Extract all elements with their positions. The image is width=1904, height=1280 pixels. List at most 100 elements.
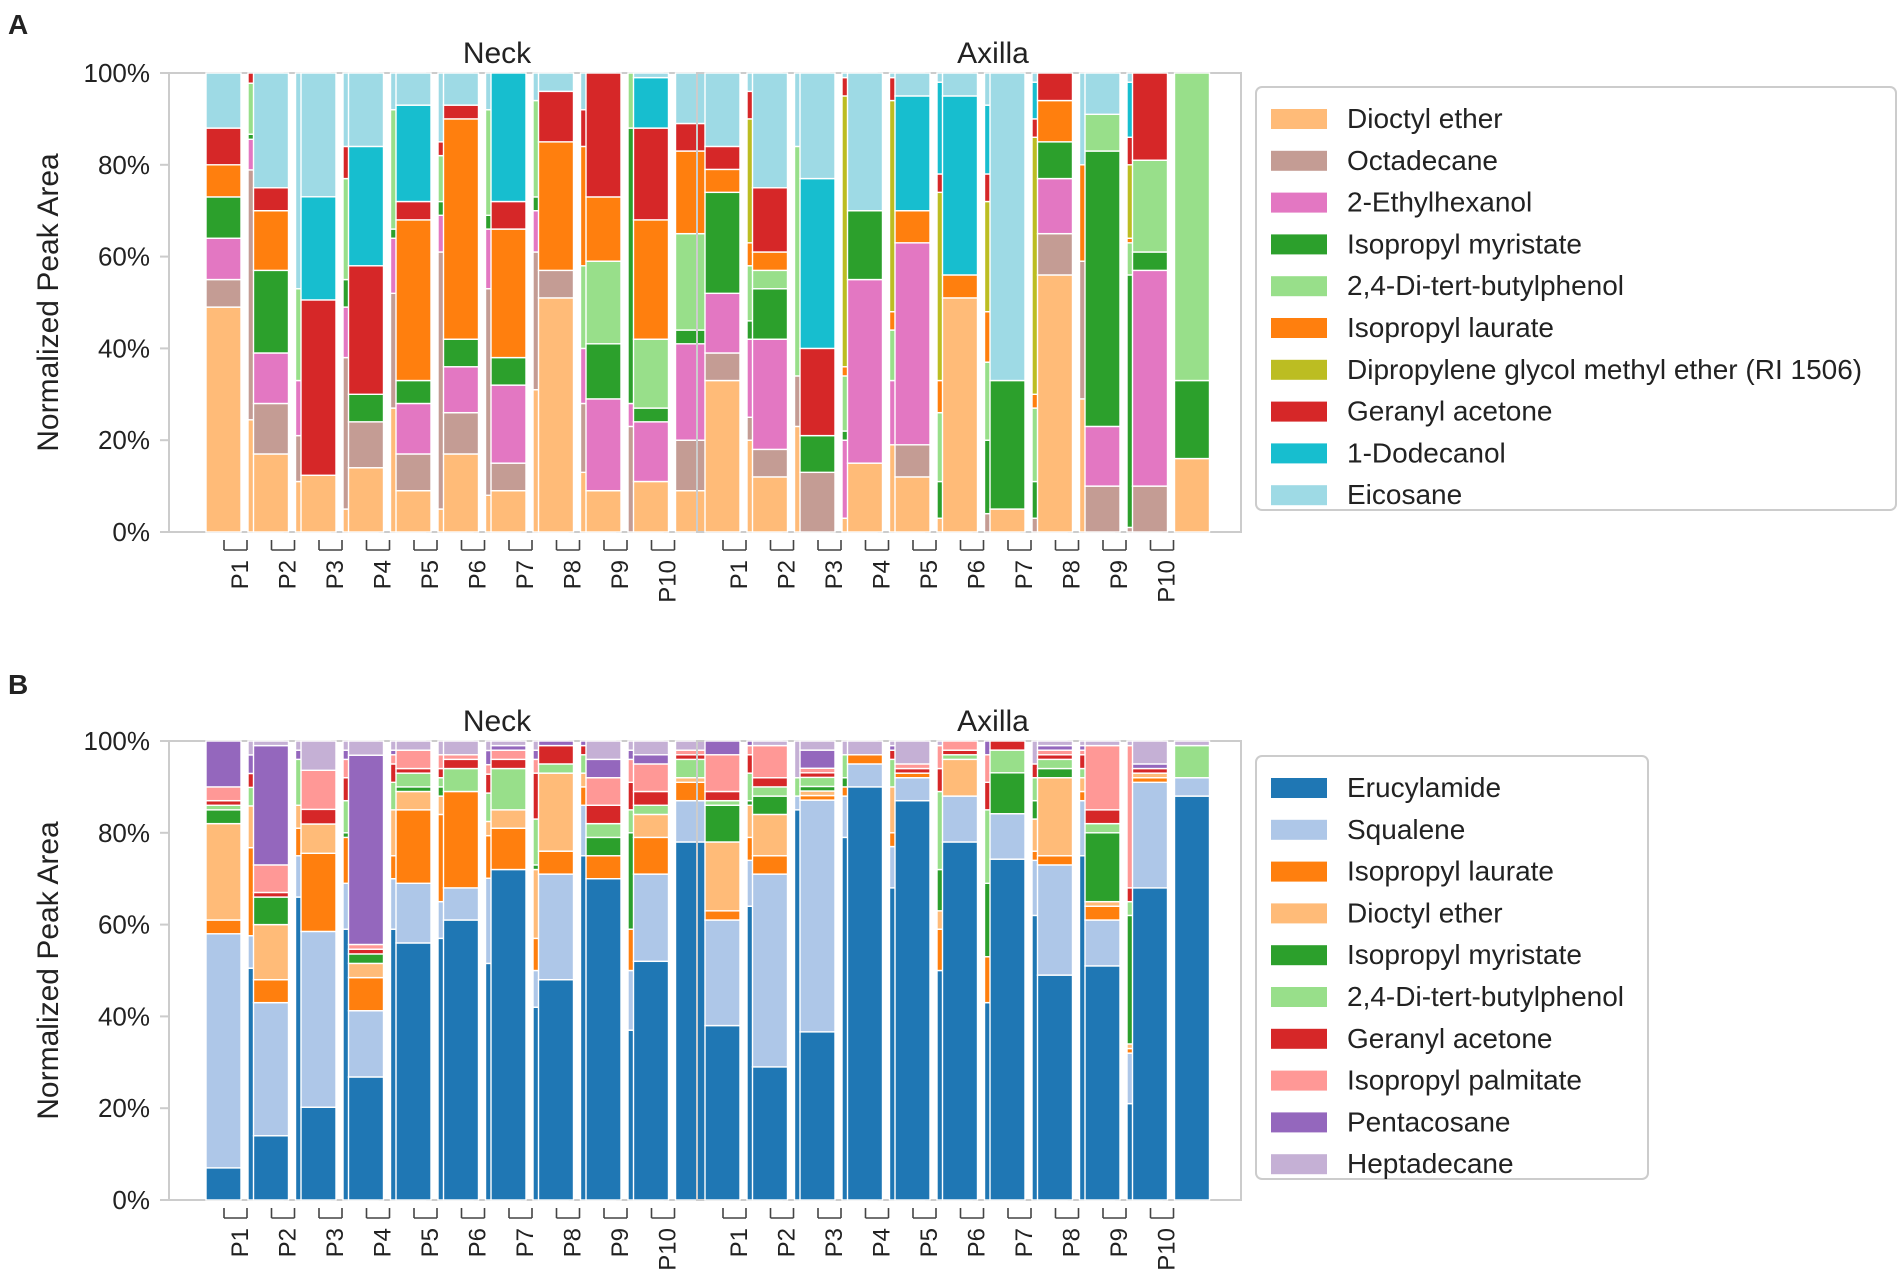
bar-segment-geranyl-acetone <box>1131 72 1169 161</box>
bar-neck-p4-1 <box>347 740 385 1201</box>
bar-segment-octadecane <box>252 402 290 455</box>
bar-segment-geranyl-acetone <box>632 127 670 221</box>
x-tick-label: P4 <box>869 1228 896 1257</box>
bar-segment-1-dodecanol <box>941 95 979 276</box>
bar-segment-2-ethylhexanol <box>751 338 789 451</box>
bar-segment-squalene <box>1084 919 1121 967</box>
bar-segment-2-4-di-tert-butylphenol <box>632 804 670 816</box>
bar-neck-p4-1 <box>347 72 385 533</box>
x-tick-bracket <box>959 1208 985 1219</box>
bar-segment-squalene <box>347 1010 385 1078</box>
x-tick-bracket <box>223 1208 248 1219</box>
y-tick-label: 20% <box>98 425 150 455</box>
bar-axilla-p8-1 <box>1036 740 1074 1201</box>
bar-segment-dioctyl-ether <box>585 489 622 533</box>
bar-segment-erucylamide <box>1131 887 1169 1201</box>
bar-segment-isopropyl-palmitate <box>1084 744 1121 811</box>
bar-segment-octadecane <box>442 411 480 455</box>
bar-axilla-p10-2 <box>1173 740 1211 1201</box>
x-tick-label: P3 <box>322 1228 349 1257</box>
x-tick-label: P1 <box>227 560 254 589</box>
x-tick-label: P2 <box>774 1228 801 1257</box>
x-tick-bracket <box>318 1208 343 1219</box>
bar-segment-dioctyl-ether <box>751 813 789 857</box>
legend-item-label: 1-Dodecanol <box>1347 437 1506 468</box>
bar-segment-octadecane <box>1036 232 1074 276</box>
bar-segment-pentacosane <box>704 740 741 756</box>
bar-segment-dioctyl-ether <box>894 476 931 533</box>
legend-swatch <box>1271 987 1327 1007</box>
bar-segment-dioctyl-ether <box>704 841 741 912</box>
bar-segment-heptadecane <box>799 740 836 751</box>
bar-segment-isopropyl-laurate <box>751 855 789 875</box>
legend-item-label: Octadecane <box>1347 145 1498 176</box>
bar-segment-pentacosane <box>347 754 385 946</box>
bar-segment-pentacosane <box>205 740 242 788</box>
bar-segment-isopropyl-myristate <box>347 393 385 423</box>
bar-segment-dioctyl-ether <box>252 923 290 981</box>
bar-segment-isopropyl-myristate <box>585 343 622 400</box>
legend-swatch <box>1271 192 1327 213</box>
bar-neck-p8-1 <box>537 740 575 1201</box>
bar-segment-dioctyl-ether <box>751 476 789 533</box>
x-tick-bracket <box>603 1208 628 1219</box>
bar-axilla-p1-1 <box>704 740 741 1201</box>
x-tick-bracket <box>508 540 533 551</box>
x-tick-label: P5 <box>916 1228 943 1257</box>
bar-segment-2-ethylhexanol <box>1084 425 1121 487</box>
x-tick-label: P7 <box>1011 1228 1038 1257</box>
bar-segment-squalene <box>252 1001 290 1137</box>
legend-swatch <box>1271 234 1327 255</box>
bar-segment-octadecane <box>537 269 575 299</box>
bar-segment-isopropyl-palmitate <box>490 749 527 761</box>
bar-segment-dioctyl-ether <box>632 813 670 839</box>
bar-segment-isopropyl-palmitate <box>205 786 242 802</box>
bar-segment-pentacosane <box>799 749 836 769</box>
bar-segment-isopropyl-laurate <box>252 209 290 272</box>
bar-segment-isopropyl-myristate <box>252 269 290 354</box>
x-tick-label: P3 <box>322 560 349 589</box>
bar-segment-erucylamide <box>252 1135 290 1201</box>
legend-A: Dioctyl ether Octadecane 2-Ethylhexanol Iso… <box>1255 86 1897 511</box>
legend-swatch <box>1271 150 1327 171</box>
bar-segment-dioctyl-ether <box>537 772 575 852</box>
bar-segment-1-dodecanol <box>347 145 385 267</box>
legend-item-label: Pentacosane <box>1347 1106 1510 1137</box>
x-tick-bracket <box>769 540 795 551</box>
bar-segment-heptadecane <box>632 740 670 756</box>
bar-segment-octadecane <box>751 448 789 478</box>
panel-letter: B <box>8 669 28 700</box>
bar-segment-eicosane <box>989 72 1026 382</box>
bar-neck-p2-1 <box>252 72 290 533</box>
bar-segment-geranyl-acetone <box>585 804 622 825</box>
bar-segment-isopropyl-laurate <box>846 754 884 765</box>
bar-axilla-p7-1 <box>989 740 1026 1201</box>
legend-B: Erucylamide Squalene Isopropyl laurate Dioc… <box>1255 755 1649 1180</box>
bar-segment-isopropyl-laurate <box>537 141 575 272</box>
bar-segment-eicosane <box>894 72 931 97</box>
legend-swatch <box>1271 945 1327 966</box>
bar-segment-squalene <box>941 795 979 843</box>
x-tick-label: P8 <box>560 560 587 589</box>
bar-segment-isopropyl-myristate <box>205 196 242 239</box>
bar-segment-squalene <box>846 763 884 788</box>
bar-segment-dioctyl-ether <box>205 822 242 921</box>
y-tick-label: 80% <box>98 818 150 848</box>
bar-segment-eicosane <box>347 72 385 148</box>
bar-segment-isopropyl-myristate <box>252 896 290 926</box>
bar-segment-isopropyl-palmitate <box>941 740 979 751</box>
bar-segment-erucylamide <box>632 960 670 1201</box>
bar-segment-isopropyl-laurate <box>585 855 622 880</box>
legend-swatch <box>1271 1154 1327 1175</box>
x-tick-bracket <box>270 1208 296 1219</box>
bar-neck-p7-1 <box>490 72 527 533</box>
y-tick-label: 80% <box>98 150 150 180</box>
bar-segment-eicosane <box>395 72 432 106</box>
bar-segment-geranyl-acetone <box>704 790 741 802</box>
x-tick-bracket <box>1007 540 1032 551</box>
bar-segment-eicosane <box>704 72 741 148</box>
bar-segment-squalene <box>537 873 575 981</box>
bar-segment-octadecane <box>347 421 385 469</box>
bar-segment-squalene <box>632 873 670 963</box>
bar-segment-squalene <box>300 930 337 1108</box>
